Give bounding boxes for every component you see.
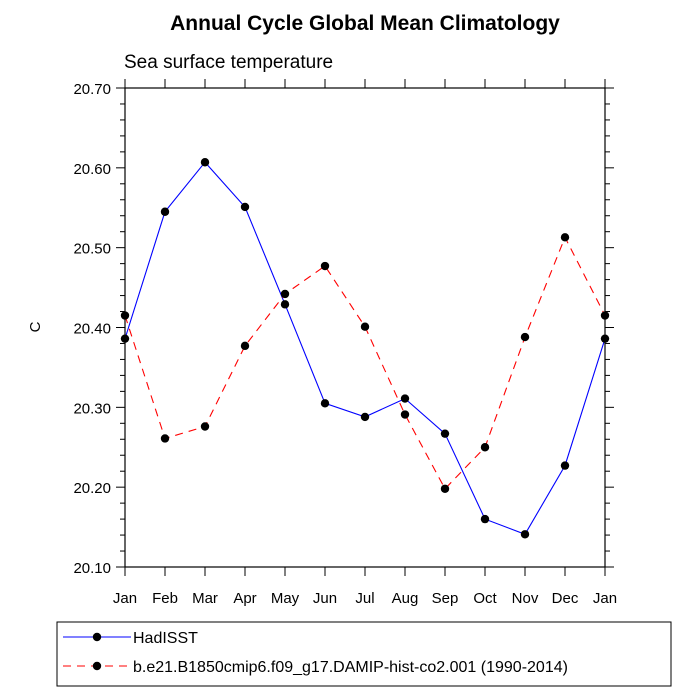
series-1-point [320, 399, 330, 408]
series-1-point [480, 514, 490, 524]
series-1-point [280, 300, 290, 309]
series-line-2 [124, 235, 606, 490]
x-tick-label: Jun [313, 590, 337, 607]
series-2-point [480, 443, 490, 452]
series-2-point [240, 341, 250, 351]
y-tick-label: 20.10 [73, 560, 111, 577]
series-1-point [400, 394, 410, 403]
x-tick-label: Jan [113, 590, 137, 607]
series-2-point [400, 410, 410, 419]
series-2-point [520, 332, 530, 342]
x-tick-label: Jan [593, 590, 617, 607]
series-1-point [120, 334, 130, 343]
series-1-point [200, 158, 210, 167]
x-tick-label: Nov [512, 590, 539, 607]
series-2-point [560, 233, 570, 242]
series-2-point [120, 311, 130, 320]
y-tick-label: 20.40 [73, 321, 111, 338]
y-tick-label: 20.20 [73, 480, 111, 497]
y-tick-label: 20.70 [73, 81, 111, 98]
series-2-point [200, 422, 210, 431]
y-tick-label: 20.50 [73, 241, 111, 258]
series-1-point [440, 429, 450, 438]
series-2-point [600, 311, 610, 320]
series-2-point [280, 289, 290, 299]
x-tick-label: Feb [152, 590, 178, 607]
legend-marker-1 [92, 632, 102, 642]
legend-label-1: HadISST [133, 630, 198, 647]
series-1-point [560, 461, 570, 470]
series-1-point [360, 412, 370, 422]
chart-title: Annual Cycle Global Mean Climatology [170, 12, 560, 35]
series-2-point [360, 322, 370, 331]
series-1-point [520, 530, 530, 539]
series-1-point [600, 334, 610, 343]
x-tick-label: Apr [233, 590, 256, 607]
plot-area: 20.10 20.20 20.30 20.40 20.50 20.60 20.70 Jan Fe… [73, 79, 617, 607]
series-1-point [240, 202, 250, 212]
x-tick-label: May [271, 590, 300, 607]
x-tick-label: Aug [392, 590, 419, 607]
chart-subtitle: Sea surface temperature [124, 52, 333, 73]
x-tick-label: Jul [355, 590, 374, 607]
y-tick-label: 20.30 [73, 400, 111, 417]
legend-marker-2 [92, 661, 102, 671]
x-tick-label: Dec [552, 590, 579, 607]
x-tick-label: Mar [192, 590, 218, 607]
x-tick-label: Oct [473, 590, 497, 607]
series-2-point [320, 261, 330, 271]
legend-label-2: b.e21.B1850cmip6.f09_g17.DAMIP-hist-co2.… [133, 659, 568, 676]
y-axis-label: C [27, 321, 44, 332]
series-line-1 [124, 161, 606, 535]
series-2-point [160, 434, 170, 443]
legend: HadISST b.e21.B1850cmip6.f09_g17.DAMIP-hi… [56, 621, 672, 687]
series-1-point [160, 207, 170, 216]
series-2-point [440, 484, 450, 493]
y-tick-label: 20.60 [73, 161, 111, 178]
legend-box [56, 621, 672, 687]
x-tick-label: Sep [432, 590, 459, 607]
